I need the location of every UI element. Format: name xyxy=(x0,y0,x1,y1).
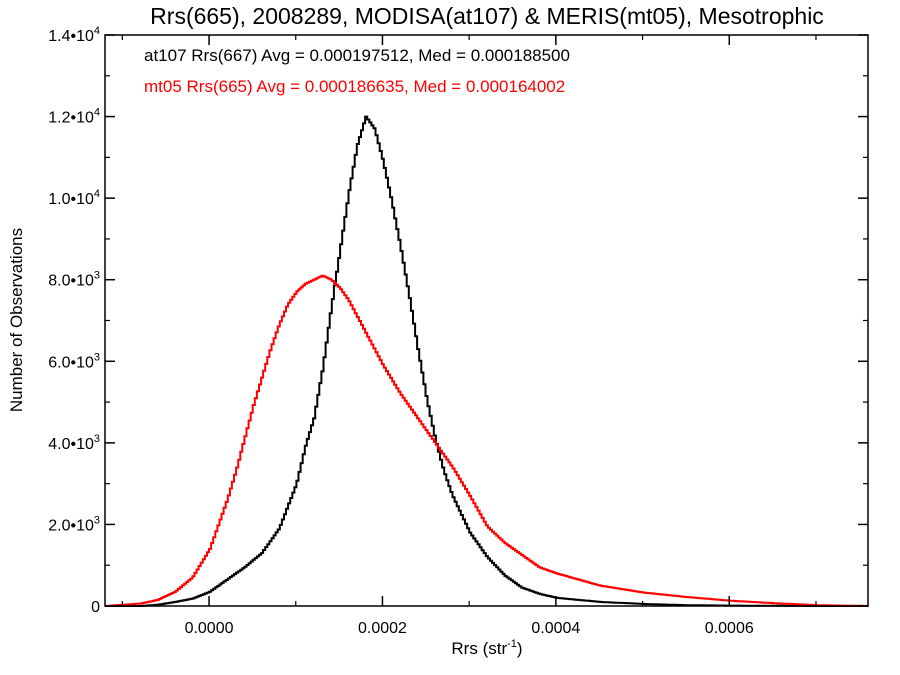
annotation-modisa: at107 Rrs(667) Avg = 0.000197512, Med = … xyxy=(144,46,570,65)
x-tick-label: 0.0004 xyxy=(531,620,580,637)
y-tick-labels: 0 2.0•103 4.0•103 6.0•103 8.0•103 1.0•104 1.2•… xyxy=(48,25,100,616)
plot-frame xyxy=(104,34,869,607)
y-tick-label: 2.0•103 xyxy=(48,514,100,534)
y-tick-label: 1.2•104 xyxy=(48,107,100,127)
y-tick-label: 1.0•104 xyxy=(48,188,100,208)
y-tick-label: 6.0•103 xyxy=(48,351,100,371)
y-tick-label: 1.4•104 xyxy=(48,25,100,45)
y-tick-label: 4.0•103 xyxy=(48,433,100,453)
x-tick-label: 0.0002 xyxy=(358,620,407,637)
tick-marks xyxy=(105,34,868,607)
x-tick-label: 0.0000 xyxy=(185,620,234,637)
y-axis-label: Number of Observations xyxy=(7,228,26,412)
series-0-line xyxy=(105,115,869,607)
x-tick-label: 0.0006 xyxy=(705,620,754,637)
y-tick-label: 8.0•103 xyxy=(48,270,100,290)
series-layer xyxy=(105,115,869,607)
x-axis-label: Rrs (str-1) xyxy=(451,638,522,658)
series-1-line xyxy=(105,274,869,607)
annotation-meris: mt05 Rrs(665) Avg = 0.000186635, Med = 0… xyxy=(144,77,565,96)
chart-title: Rrs(665), 2008289, MODISA(at107) & MERIS… xyxy=(150,3,824,29)
y-tick-label: 0 xyxy=(91,599,100,616)
x-tick-labels: 0.0000 0.0002 0.0004 0.0006 xyxy=(185,620,754,637)
